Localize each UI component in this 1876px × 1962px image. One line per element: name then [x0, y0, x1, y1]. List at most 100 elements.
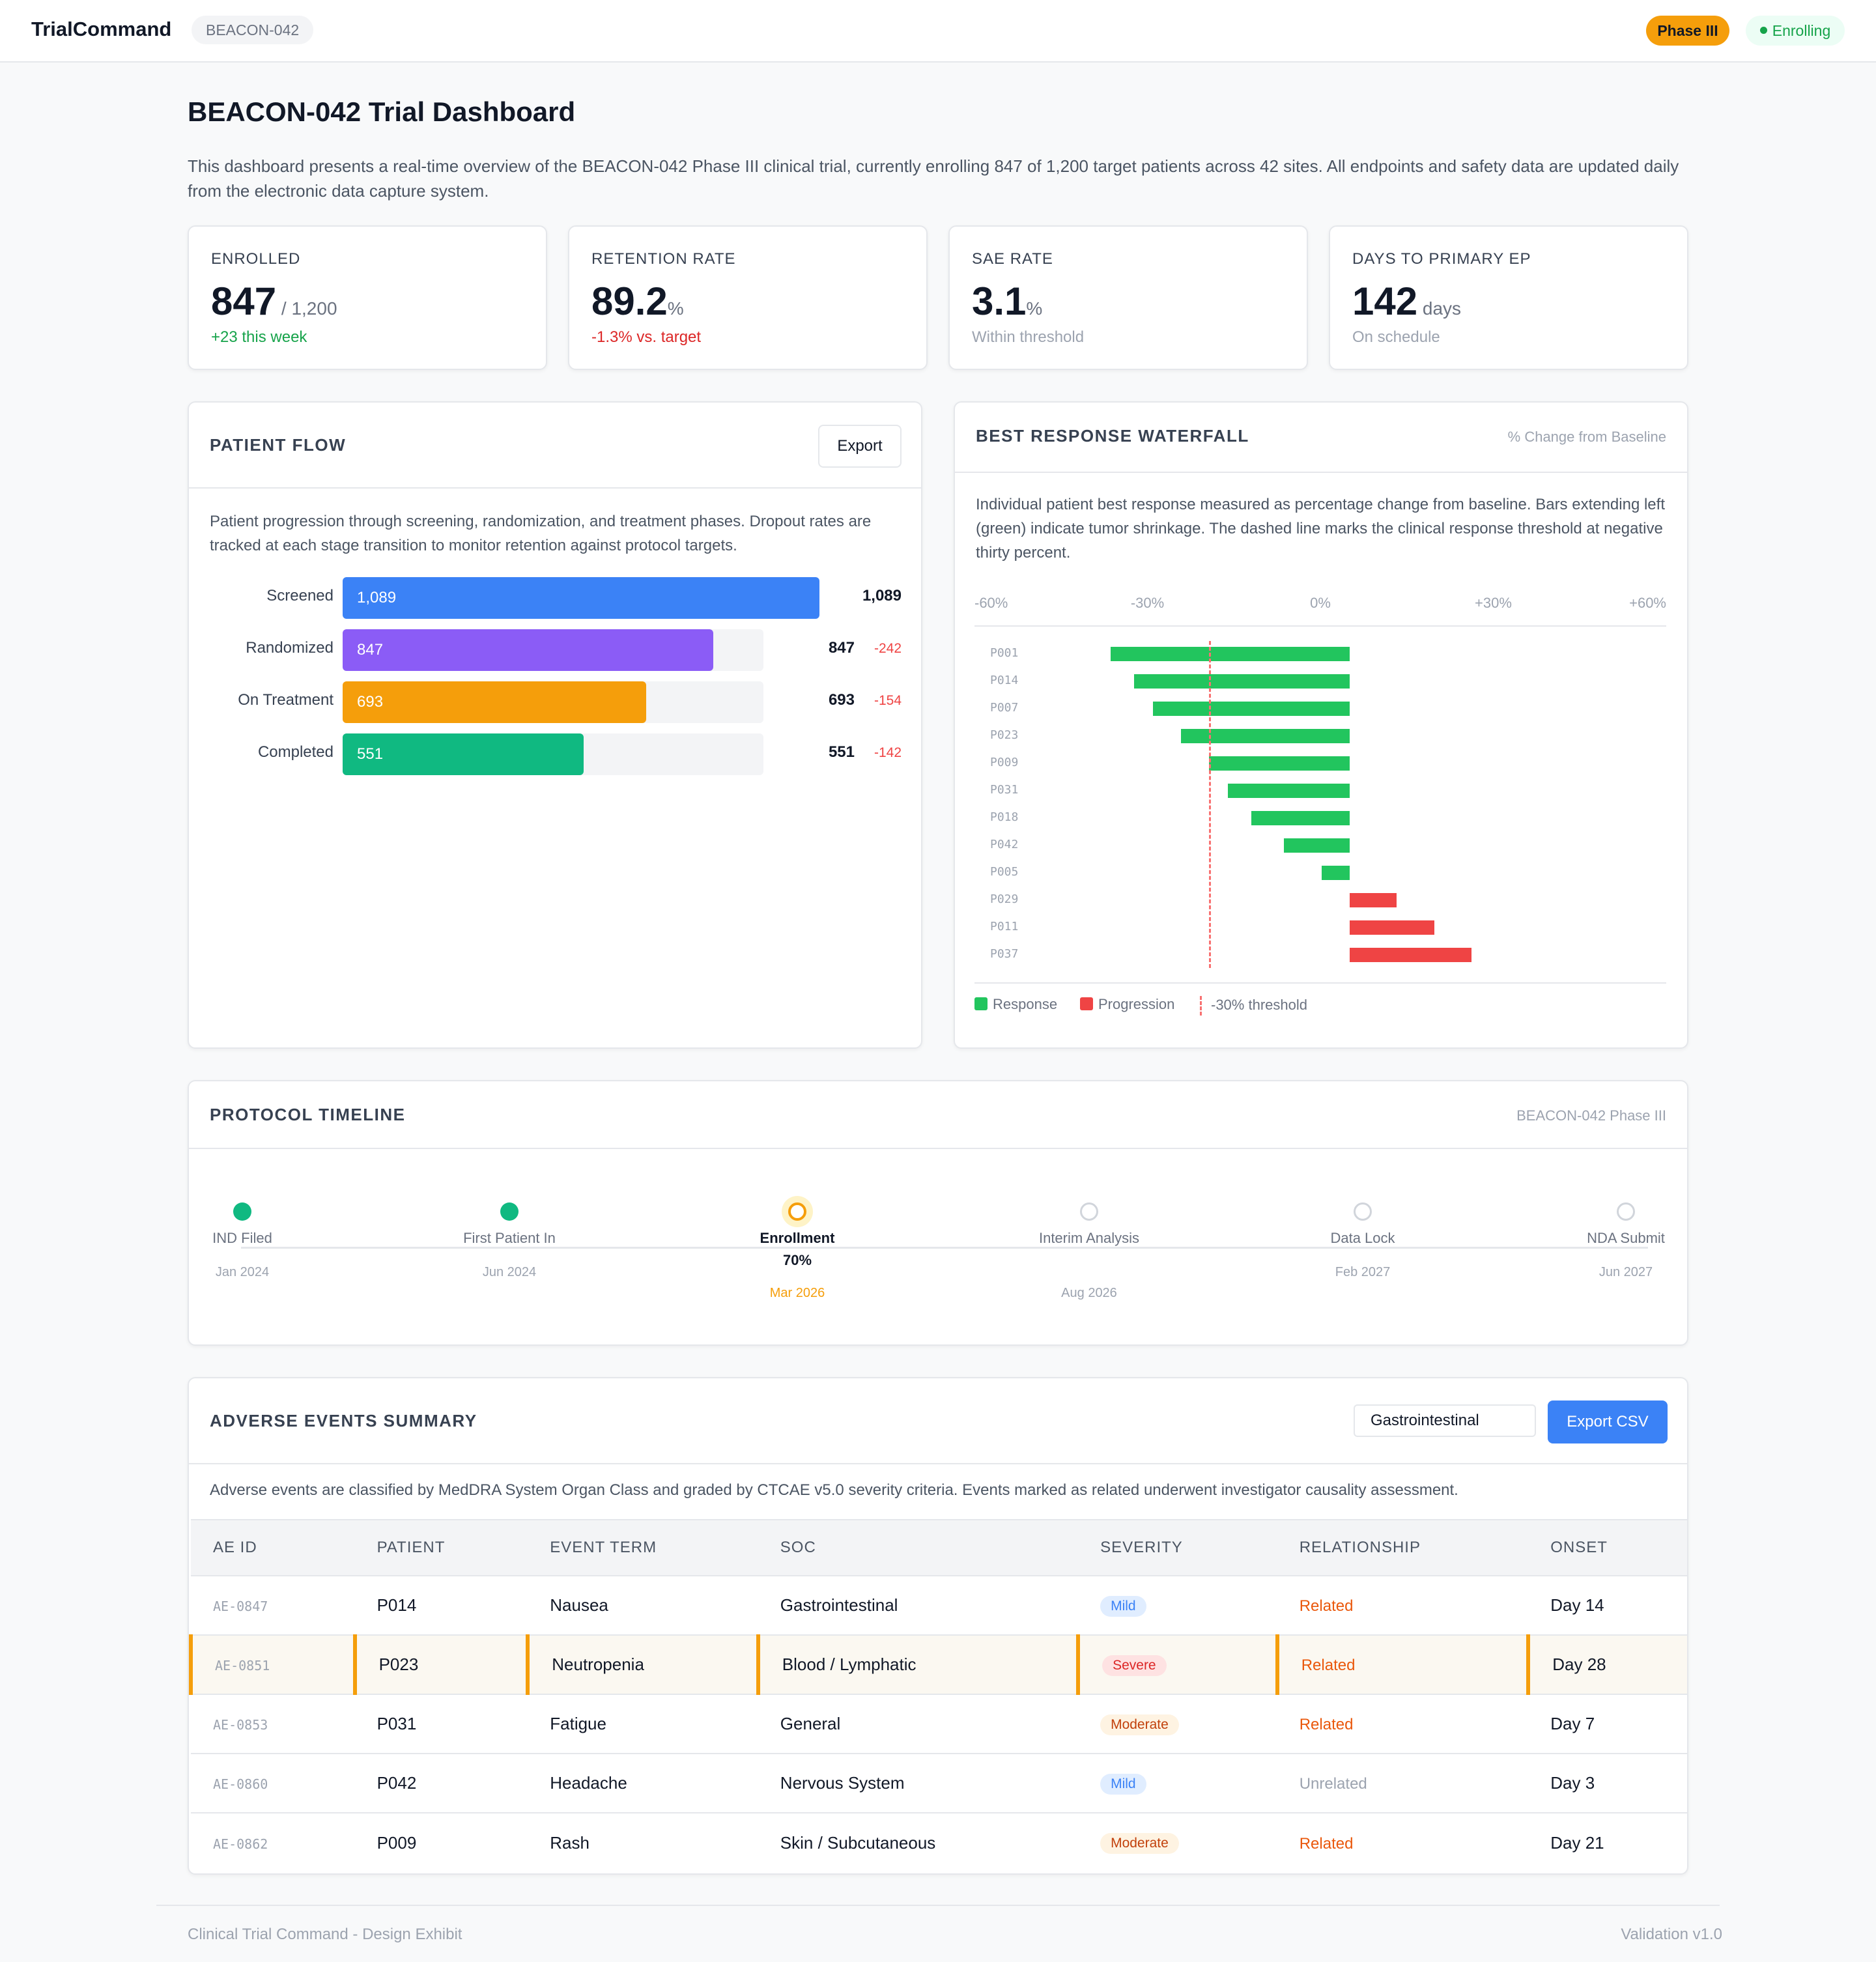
legend-threshold-label: -30% threshold — [1211, 996, 1307, 1013]
response-bar[interactable] — [1209, 756, 1350, 771]
divider — [955, 472, 1687, 473]
timeline-track — [241, 1247, 1648, 1249]
waterfall-card: BEST RESPONSE WATERFALL % Change from Ba… — [954, 401, 1688, 1049]
cell-severity: Mild — [1078, 1753, 1277, 1813]
axis-tick-label: -60% — [974, 595, 1008, 611]
column-header-ae-id[interactable]: AE ID — [191, 1519, 355, 1576]
divider — [189, 1463, 1687, 1464]
severity-badge: Severe — [1102, 1655, 1167, 1676]
milestone-date: Mar 2026 — [769, 1286, 825, 1300]
legend-progression-label: Progression — [1098, 996, 1175, 1012]
kpi-value: 3.1% — [972, 279, 1042, 324]
response-bar[interactable] — [1251, 811, 1350, 825]
flow-stage-value: 1,089 — [862, 587, 902, 604]
table-row[interactable]: AE-0847 P014 Nausea Gastrointestinal Mild Rel… — [191, 1575, 1687, 1635]
cell-patient: P009 — [354, 1812, 528, 1872]
milestone-current-dot[interactable] — [788, 1202, 806, 1221]
kpi-unit: days — [1417, 298, 1462, 319]
flow-stage-label: On Treatment — [238, 691, 334, 709]
kpi-unit: % — [667, 298, 684, 319]
ae-id: AE-0853 — [213, 1717, 268, 1733]
kpi-value: 847 / 1,200 — [211, 279, 337, 324]
legend-response-label: Response — [993, 996, 1058, 1012]
response-bar[interactable] — [1321, 866, 1350, 880]
milestone-label: First Patient In — [463, 1230, 556, 1246]
progression-bar[interactable] — [1350, 920, 1434, 935]
chart-baseline — [974, 982, 1666, 984]
threshold-line — [1209, 641, 1211, 968]
ae-id: AE-0847 — [213, 1599, 268, 1614]
axis-tick-label: +30% — [1475, 595, 1512, 611]
patient-id-label: P031 — [990, 783, 1019, 797]
kpi-label: ENROLLED — [211, 250, 301, 268]
milestone-label: Interim Analysis — [1038, 1230, 1140, 1246]
phase-badge: Phase III — [1646, 16, 1729, 46]
cell-event-term: Rash — [528, 1812, 758, 1872]
column-header-relationship[interactable]: RELATIONSHIP — [1277, 1519, 1529, 1576]
status-badge: Enrolling — [1746, 16, 1845, 46]
milestone-date: Jun 2027 — [1599, 1265, 1653, 1279]
kpi-card-sae-rate: SAE RATE 3.1% Within threshold — [948, 225, 1308, 370]
kpi-number: 3.1 — [972, 279, 1027, 323]
table-row[interactable]: AE-0860 P042 Headache Nervous System Mild Unr… — [191, 1753, 1687, 1813]
soc-filter-select[interactable]: Gastrointestinal — [1354, 1404, 1536, 1437]
cell-event-term: Fatigue — [528, 1694, 758, 1754]
waterfall-subtitle: % Change from Baseline — [1507, 429, 1666, 445]
flow-stage-value: 847 — [828, 639, 855, 657]
milestone-pending-dot[interactable] — [1354, 1202, 1372, 1221]
milestone-label: IND Filed — [212, 1230, 272, 1246]
progression-bar[interactable] — [1350, 948, 1472, 962]
response-bar[interactable] — [1152, 702, 1350, 716]
response-bar[interactable] — [1110, 647, 1350, 661]
table-header-row: AE ID PATIENT EVENT TERM SOC SEVERITY RE… — [191, 1519, 1687, 1576]
patient-id-label: P009 — [990, 756, 1019, 769]
cell-severity: Severe — [1076, 1634, 1277, 1694]
milestone-label: Enrollment — [760, 1230, 835, 1246]
patient-id-label: P007 — [990, 701, 1019, 715]
cell-onset: Day 21 — [1528, 1812, 1687, 1872]
kpi-card-days-to-primary: DAYS TO PRIMARY EP 142 days On schedule — [1329, 225, 1688, 370]
milestone-done-dot[interactable] — [233, 1202, 251, 1221]
divider — [189, 1148, 1687, 1149]
cell-onset: Day 14 — [1528, 1575, 1687, 1635]
cell-relationship: Unrelated — [1277, 1753, 1529, 1813]
kpi-note: -1.3% vs. target — [591, 328, 702, 346]
response-bar[interactable] — [1133, 674, 1350, 689]
table-row[interactable]: AE-0853 P031 Fatigue General Moderate Related… — [191, 1694, 1687, 1754]
divider — [189, 487, 921, 489]
column-header-event-term[interactable]: EVENT TERM — [528, 1519, 758, 1576]
timeline-progress — [241, 1247, 892, 1249]
adverse-events-card: ADVERSE EVENTS SUMMARY Gastrointestinal … — [188, 1377, 1688, 1875]
status-dot-icon — [1759, 27, 1767, 35]
flow-dropout: -154 — [874, 693, 902, 708]
cell-patient: P031 — [354, 1694, 528, 1754]
milestone-done-dot[interactable] — [500, 1202, 519, 1221]
column-header-patient[interactable]: PATIENT — [354, 1519, 528, 1576]
milestone-pending-dot[interactable] — [1617, 1202, 1635, 1221]
relationship-label: Related — [1299, 1597, 1354, 1615]
footer-right: Validation v1.0 — [1621, 1926, 1722, 1943]
axis-tick-label: +60% — [1629, 595, 1666, 611]
milestone-date: Feb 2027 — [1335, 1265, 1391, 1279]
flow-dropout: -242 — [874, 641, 902, 656]
app-brand[interactable]: TrialCommand — [31, 18, 172, 40]
column-header-severity[interactable]: SEVERITY — [1078, 1519, 1277, 1576]
cell-onset: Day 3 — [1528, 1753, 1687, 1813]
axis-tick-label: -30% — [1130, 595, 1165, 611]
waterfall-title: BEST RESPONSE WATERFALL — [976, 426, 1249, 446]
response-bar[interactable] — [1180, 729, 1350, 743]
milestone-pending-dot[interactable] — [1080, 1202, 1098, 1221]
patient-id-label: P018 — [990, 810, 1019, 824]
column-header-soc[interactable]: SOC — [758, 1519, 1079, 1576]
table-row[interactable]: AE-0862 P009 Rash Skin / Subcutaneous Modera… — [191, 1812, 1687, 1872]
patient-flow-card: PATIENT FLOW Export Patient progression … — [188, 401, 922, 1049]
flow-bar-on-treatment: 693 — [343, 681, 646, 723]
progression-bar[interactable] — [1350, 893, 1397, 907]
response-bar[interactable] — [1284, 838, 1350, 853]
response-bar[interactable] — [1227, 784, 1350, 798]
column-header-onset[interactable]: ONSET — [1528, 1519, 1687, 1576]
cell-severity: Moderate — [1078, 1812, 1277, 1872]
export-csv-button[interactable]: Export CSV — [1548, 1400, 1668, 1443]
table-row[interactable]: AE-0851 P023 Neutropenia Blood / Lymphatic S… — [189, 1634, 1687, 1694]
export-button[interactable]: Export — [818, 425, 902, 468]
